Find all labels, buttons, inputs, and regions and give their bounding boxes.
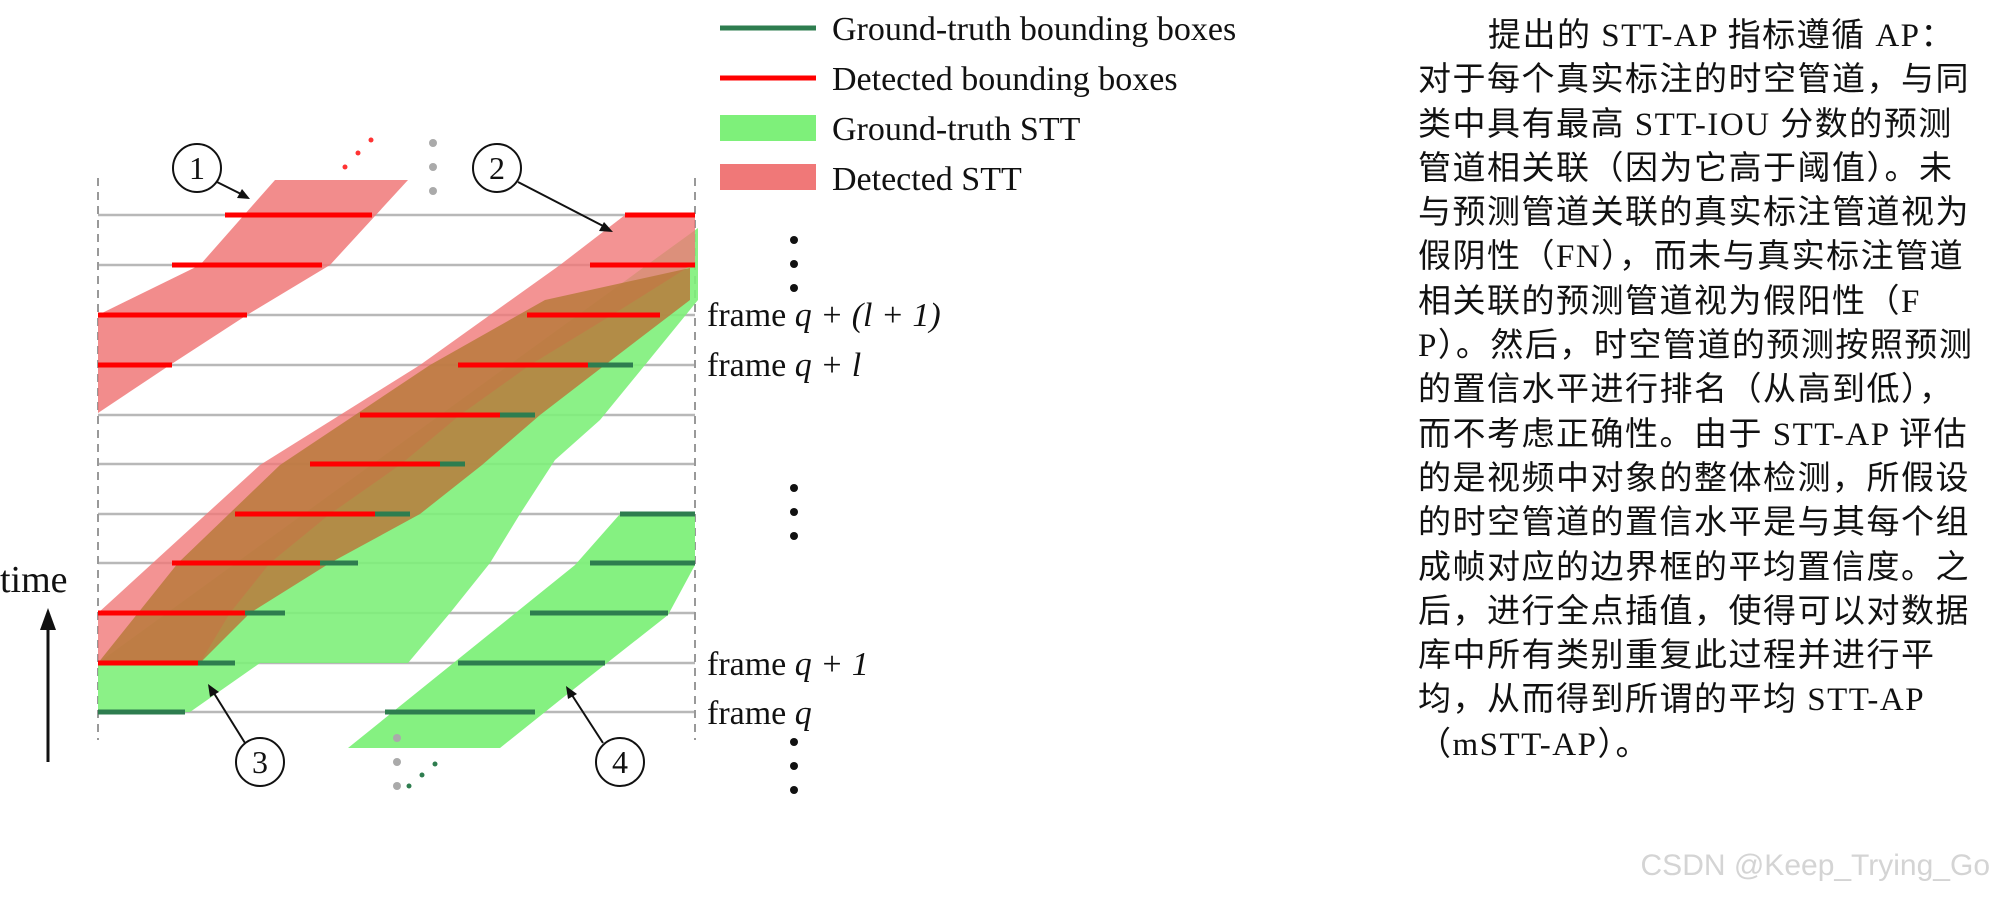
ellipsis-dot xyxy=(393,758,401,766)
watermark: CSDN @Keep_Trying_Go xyxy=(1640,849,1990,882)
marker-circle-2 xyxy=(472,143,522,193)
marker-label-4: 4 xyxy=(612,744,628,780)
marker-pointer-2 xyxy=(517,181,608,229)
marker-arrowhead-3 xyxy=(208,684,219,697)
legend-label-gt-stt: Ground-truth STT xyxy=(832,111,1081,148)
ellipsis-dot xyxy=(419,772,425,778)
gt-stt-tube-secondary xyxy=(348,514,695,748)
ellipsis-dot xyxy=(393,734,401,742)
det-stt-tube-false-positive xyxy=(98,180,408,413)
frame-label-q-plus-l: frame q + l xyxy=(707,347,861,384)
ellipsis-dot xyxy=(342,164,348,170)
frame-label-index: q xyxy=(795,695,812,732)
frame-label-q-plus-l-plus-1: frame q + (l + 1) xyxy=(707,297,941,334)
time-axis: time xyxy=(0,559,68,762)
ellipsis-dot xyxy=(429,139,437,147)
marker-arrowhead-4 xyxy=(566,686,577,699)
ellipsis-dot xyxy=(790,484,798,492)
marker-circle-3 xyxy=(235,737,285,787)
frame-label-index: q + l xyxy=(795,347,861,384)
vertical-ellipsis xyxy=(790,236,798,794)
frame-label-index: q + 1 xyxy=(795,646,869,683)
ellipsis-dots xyxy=(342,137,438,790)
frame-label-prefix: frame xyxy=(707,695,795,732)
ellipsis-dot xyxy=(355,150,361,156)
time-label: time xyxy=(0,559,68,601)
ellipsis-dot xyxy=(790,284,798,292)
time-arrow-head xyxy=(40,608,56,630)
ellipsis-dot xyxy=(393,782,401,790)
legend-label-det-stt: Detected STT xyxy=(832,161,1022,198)
ellipsis-dot xyxy=(368,137,374,143)
frame-label-q-plus-1: frame q + 1 xyxy=(707,646,869,683)
ellipsis-dot xyxy=(406,783,412,789)
marker-label-2: 2 xyxy=(489,150,505,186)
legend-label-det-boxes: Detected bounding boxes xyxy=(832,61,1178,98)
callout-markers: 1 2 3 4 xyxy=(172,143,645,787)
groundtruth-boxes xyxy=(98,362,695,715)
ellipsis-dot xyxy=(429,187,437,195)
ellipsis-dot xyxy=(790,532,798,540)
marker-pointer-4 xyxy=(569,691,604,744)
frame-label-prefix: frame xyxy=(707,646,795,683)
frame-label-prefix: frame xyxy=(707,297,795,334)
legend-swatch-det-stt xyxy=(720,164,816,190)
frame-label-q: frame q xyxy=(707,695,812,732)
marker-arrowhead-1 xyxy=(237,189,250,199)
ellipsis-dot xyxy=(790,762,798,770)
ellipsis-dot xyxy=(432,761,438,767)
ellipsis-dot xyxy=(429,163,437,171)
marker-pointer-3 xyxy=(211,689,246,744)
frame-labels: frame q + (l + 1) frame q + l frame q + … xyxy=(707,297,941,732)
legend: Ground-truth bounding boxes Detected bou… xyxy=(720,11,1236,198)
ellipsis-dot xyxy=(790,260,798,268)
ellipsis-dot xyxy=(790,786,798,794)
legend-swatch-gt-stt xyxy=(720,115,816,141)
ellipsis-dot xyxy=(790,738,798,746)
marker-label-1: 1 xyxy=(189,150,205,186)
marker-arrowhead-2 xyxy=(599,222,613,232)
ellipsis-dot xyxy=(790,508,798,516)
description-paragraph: 提出的 STT-AP 指标遵循 AP：对于每个真实标注的时空管道，与同类中具有最… xyxy=(1418,18,1974,763)
marker-circle-4 xyxy=(595,737,645,787)
frame-label-prefix: frame xyxy=(707,347,795,384)
marker-circle-1 xyxy=(172,143,222,193)
detected-boxes xyxy=(98,212,695,666)
legend-label-gt-boxes: Ground-truth bounding boxes xyxy=(832,11,1236,48)
marker-label-3: 3 xyxy=(252,744,268,780)
frame-label-index: q + (l + 1) xyxy=(795,297,941,334)
ellipsis-dot xyxy=(790,236,798,244)
